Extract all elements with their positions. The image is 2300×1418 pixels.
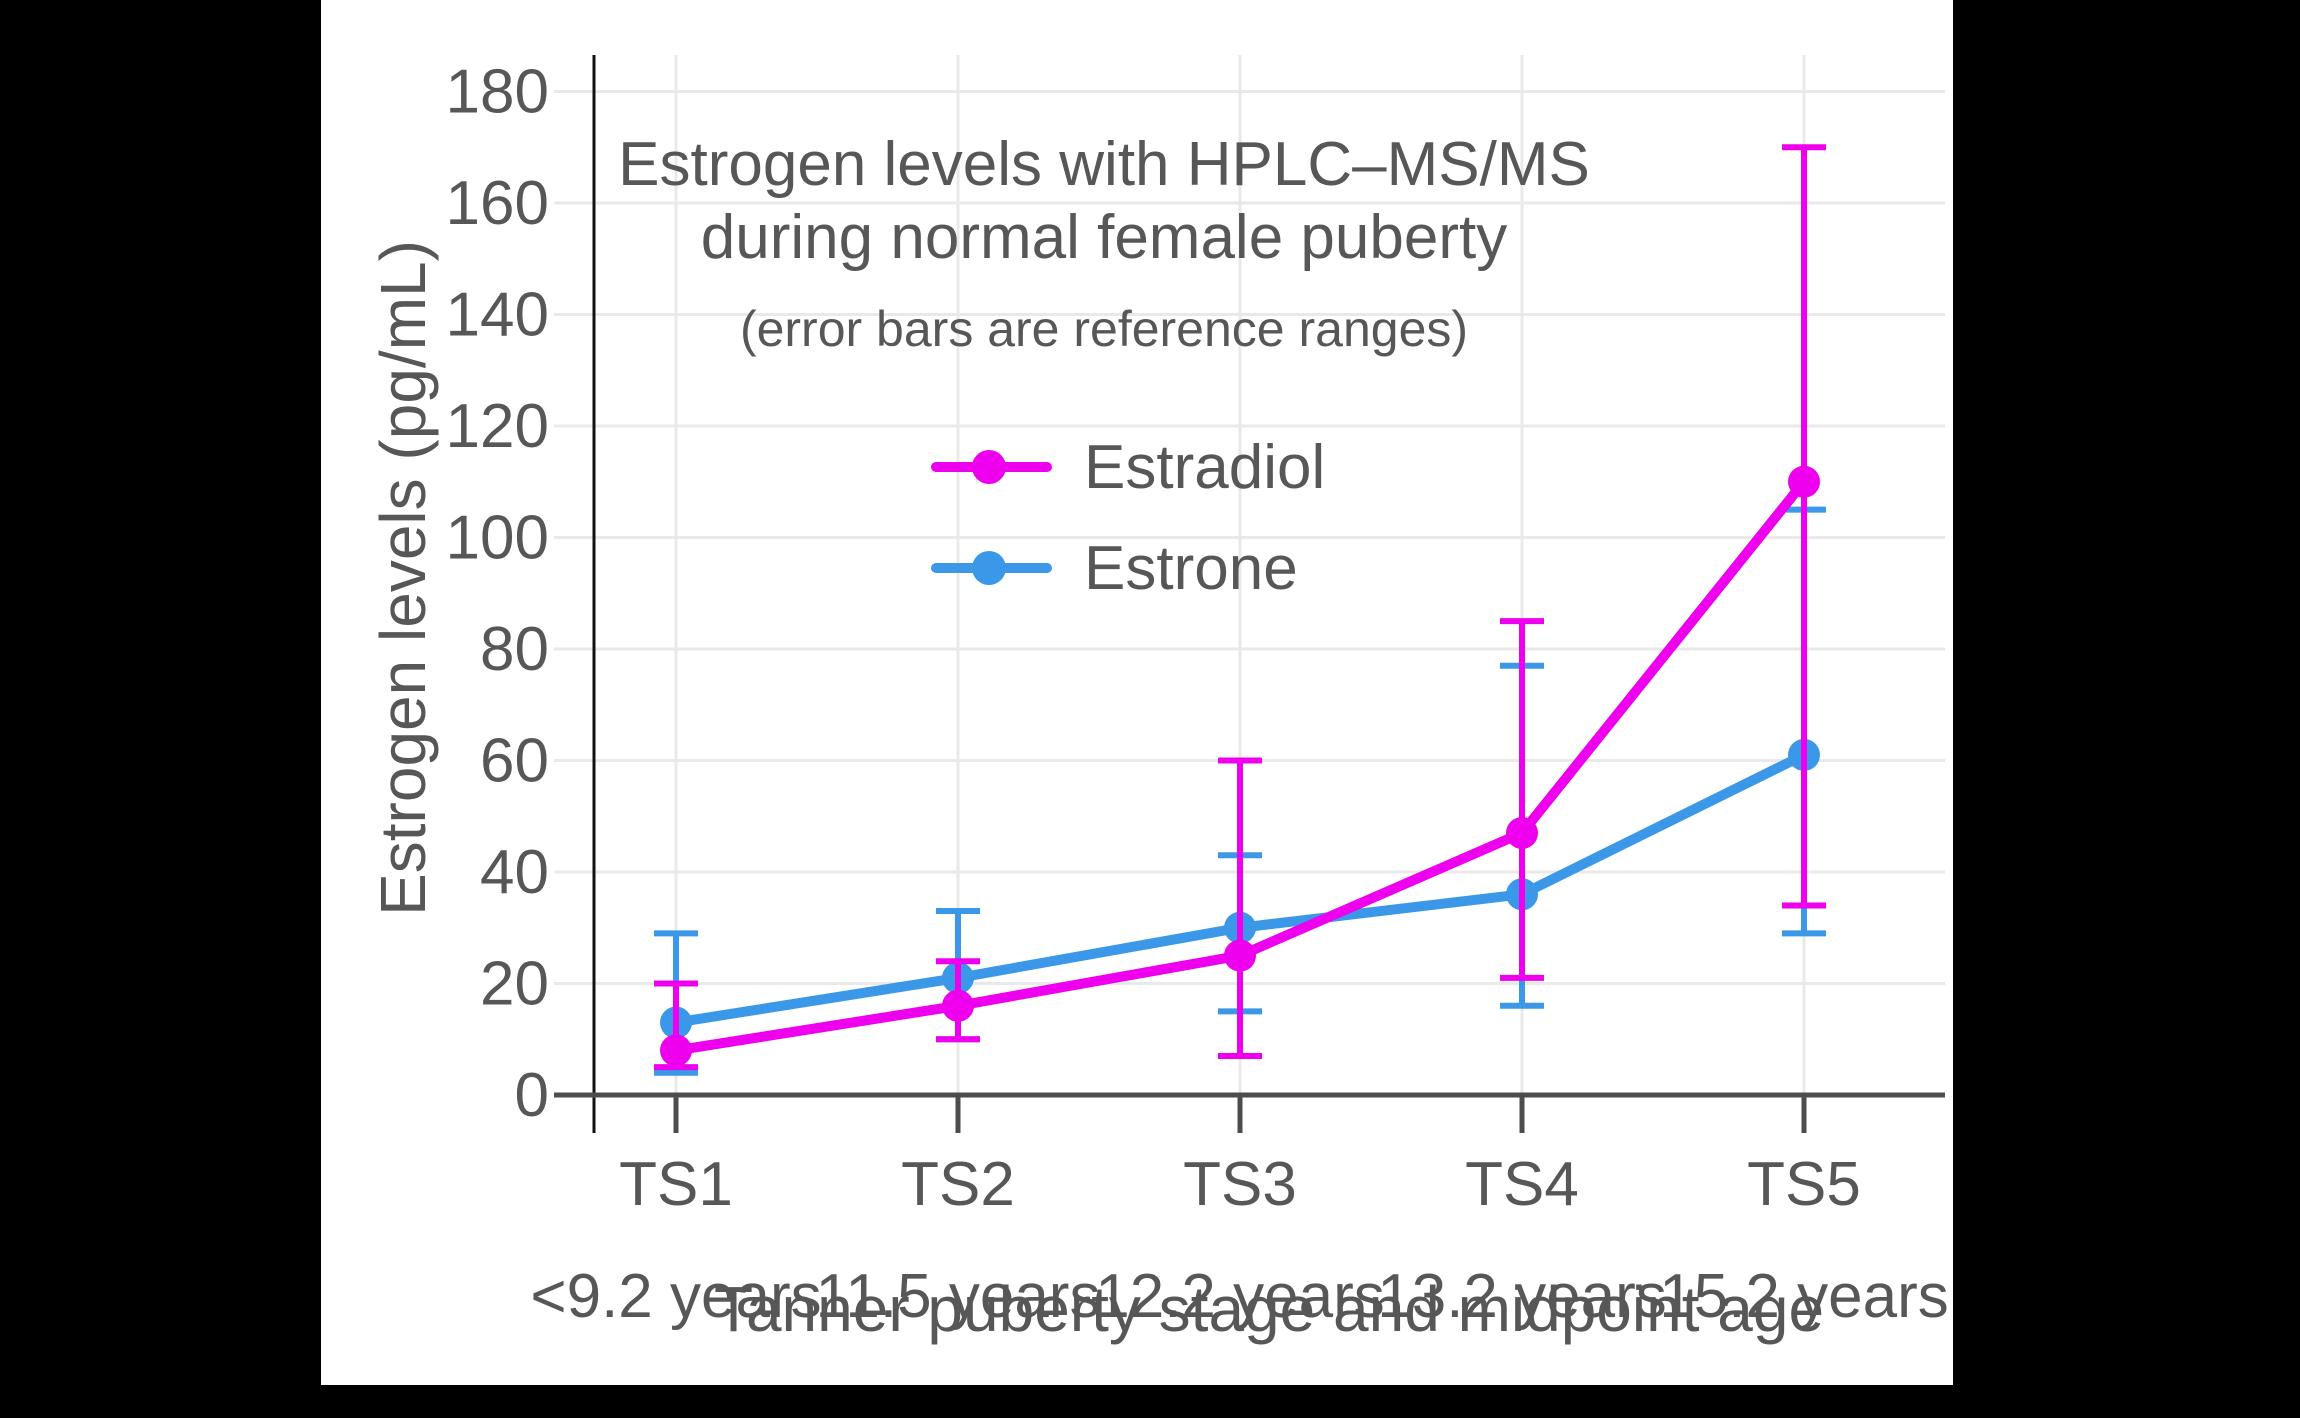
- legend-item-estrone: Estrone: [931, 526, 1325, 610]
- chart-title-block: Estrogen levels with HPLC–MS/MS during n…: [618, 128, 1590, 358]
- x-tick-label: TS3: [1183, 1150, 1297, 1219]
- x-tick-label: TS4: [1465, 1150, 1579, 1219]
- x-tick-label: TS2: [901, 1150, 1015, 1219]
- estradiol-marker: [1506, 816, 1538, 849]
- x-tick-sublabel: 15.2 years: [1659, 1262, 1949, 1331]
- y-tick-label: 140: [446, 281, 549, 350]
- x-tick-label: TS1: [619, 1150, 733, 1219]
- legend-label-estrone: Estrone: [1084, 533, 1298, 603]
- x-tick-label: TS5: [1747, 1150, 1861, 1219]
- chart-title-line2: during normal female puberty: [700, 203, 1508, 273]
- legend: Estradiol Estrone: [931, 425, 1325, 627]
- x-axis-title: Tanner puberty stage and midpoint age: [713, 1273, 1825, 1345]
- estradiol-marker: [1788, 465, 1820, 498]
- y-tick-label: 120: [446, 392, 549, 461]
- legend-label-estradiol: Estradiol: [1084, 432, 1326, 502]
- x-tick-sublabel: 12.2 years: [1095, 1262, 1385, 1331]
- y-tick-label: 160: [446, 169, 549, 238]
- y-tick-label: 180: [446, 58, 549, 127]
- estradiol-marker: [942, 989, 974, 1022]
- estradiol-marker: [660, 1034, 692, 1067]
- estradiol-line-marker-icon: [931, 450, 1052, 484]
- y-tick-label: 40: [480, 838, 549, 907]
- legend-item-estradiol: Estradiol: [931, 425, 1325, 509]
- chart-canvas: 0 20 40 60 80 100 120 140 160 180 TS1 TS2 TS3 TS4 TS5 <…: [321, 0, 1953, 1385]
- y-tick-label: 80: [480, 615, 549, 684]
- chart-title-line1: Estrogen levels with HPLC–MS/MS: [618, 130, 1590, 199]
- estrone-dot-icon: [972, 551, 1006, 585]
- y-tick-label: 20: [480, 950, 549, 1019]
- estradiol-marker: [1224, 939, 1256, 972]
- estrone-line-marker-icon: [931, 551, 1052, 585]
- y-tick-label: 60: [480, 727, 549, 796]
- x-tick-sublabel: 13.2 years: [1377, 1262, 1667, 1331]
- y-tick-label: 100: [446, 504, 549, 573]
- line-chart: 0 20 40 60 80 100 120 140 160 180 TS1 TS2 TS3 TS4 TS5 <…: [446, 55, 1949, 1331]
- estradiol-dot-icon: [972, 450, 1006, 484]
- x-tick-sublabel: 11.5 years: [816, 1262, 1101, 1331]
- x-tick-sublabel: <9.2 years: [530, 1262, 821, 1331]
- y-tick-label: 0: [515, 1061, 549, 1130]
- chart-subtitle: (error bars are reference ranges): [739, 301, 1469, 358]
- y-axis-title: Estrogen levels (pg/mL): [367, 240, 439, 916]
